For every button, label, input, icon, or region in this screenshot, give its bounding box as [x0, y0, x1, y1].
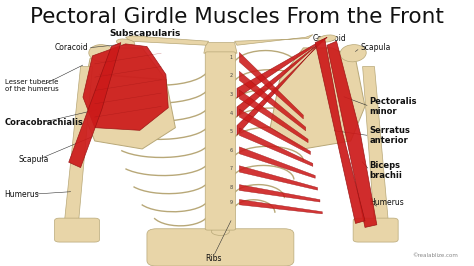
Text: Scapula: Scapula [19, 155, 49, 164]
Text: Coracoid: Coracoid [313, 34, 346, 43]
Text: Serratus
anterior: Serratus anterior [370, 126, 410, 145]
Polygon shape [235, 35, 313, 45]
Polygon shape [239, 166, 318, 190]
Text: Humerus: Humerus [370, 198, 404, 207]
Text: 9: 9 [230, 200, 233, 205]
Polygon shape [237, 37, 327, 98]
FancyBboxPatch shape [353, 218, 398, 242]
Text: ©realablize.com: ©realablize.com [412, 253, 458, 258]
FancyBboxPatch shape [205, 52, 236, 230]
Text: 3: 3 [230, 92, 233, 97]
Ellipse shape [89, 45, 115, 62]
Text: Humerus: Humerus [5, 190, 39, 199]
Ellipse shape [211, 227, 229, 235]
Ellipse shape [211, 125, 229, 133]
Text: 5: 5 [230, 129, 233, 134]
Polygon shape [327, 41, 377, 227]
Polygon shape [69, 43, 121, 168]
Ellipse shape [211, 213, 229, 221]
Polygon shape [239, 147, 315, 178]
Text: Scapula: Scapula [360, 43, 391, 52]
Text: 8: 8 [230, 185, 233, 190]
Polygon shape [81, 48, 175, 149]
Ellipse shape [318, 35, 336, 42]
FancyBboxPatch shape [55, 218, 100, 242]
Text: Coracoid: Coracoid [55, 43, 88, 52]
Text: Coracobrachialis: Coracobrachialis [5, 118, 83, 127]
Polygon shape [363, 66, 389, 226]
Polygon shape [315, 39, 365, 223]
Ellipse shape [211, 198, 229, 206]
Text: 7: 7 [230, 167, 233, 171]
Polygon shape [204, 43, 237, 53]
Text: Biceps
brachii: Biceps brachii [370, 161, 402, 180]
Polygon shape [239, 185, 320, 202]
Ellipse shape [211, 81, 229, 89]
Polygon shape [239, 71, 306, 131]
Polygon shape [239, 128, 313, 167]
Ellipse shape [211, 184, 229, 192]
Polygon shape [270, 48, 365, 149]
Polygon shape [239, 109, 310, 155]
Polygon shape [239, 90, 308, 143]
Text: 1: 1 [230, 55, 233, 60]
Text: Pectoralis
minor: Pectoralis minor [370, 97, 417, 116]
Polygon shape [237, 37, 327, 135]
Text: Lesser tubercle
of the humerus: Lesser tubercle of the humerus [5, 79, 58, 92]
Ellipse shape [211, 110, 229, 118]
Text: Subscapularis: Subscapularis [109, 29, 180, 38]
Polygon shape [237, 37, 327, 117]
Polygon shape [239, 52, 303, 119]
FancyBboxPatch shape [147, 229, 294, 266]
Ellipse shape [211, 52, 229, 60]
Polygon shape [83, 44, 168, 130]
Ellipse shape [211, 96, 229, 104]
Text: Pectoral Girdle Muscles From the Front: Pectoral Girdle Muscles From the Front [30, 7, 444, 27]
Ellipse shape [211, 154, 229, 162]
Text: 2: 2 [230, 73, 233, 78]
Polygon shape [239, 200, 322, 214]
Text: 6: 6 [230, 148, 233, 153]
Text: 4: 4 [230, 111, 233, 115]
Ellipse shape [211, 169, 229, 177]
Ellipse shape [117, 39, 135, 46]
Ellipse shape [211, 66, 229, 74]
Text: Ribs: Ribs [205, 253, 221, 263]
Polygon shape [126, 36, 209, 45]
Polygon shape [64, 66, 92, 226]
Ellipse shape [340, 45, 366, 62]
Ellipse shape [211, 140, 229, 148]
